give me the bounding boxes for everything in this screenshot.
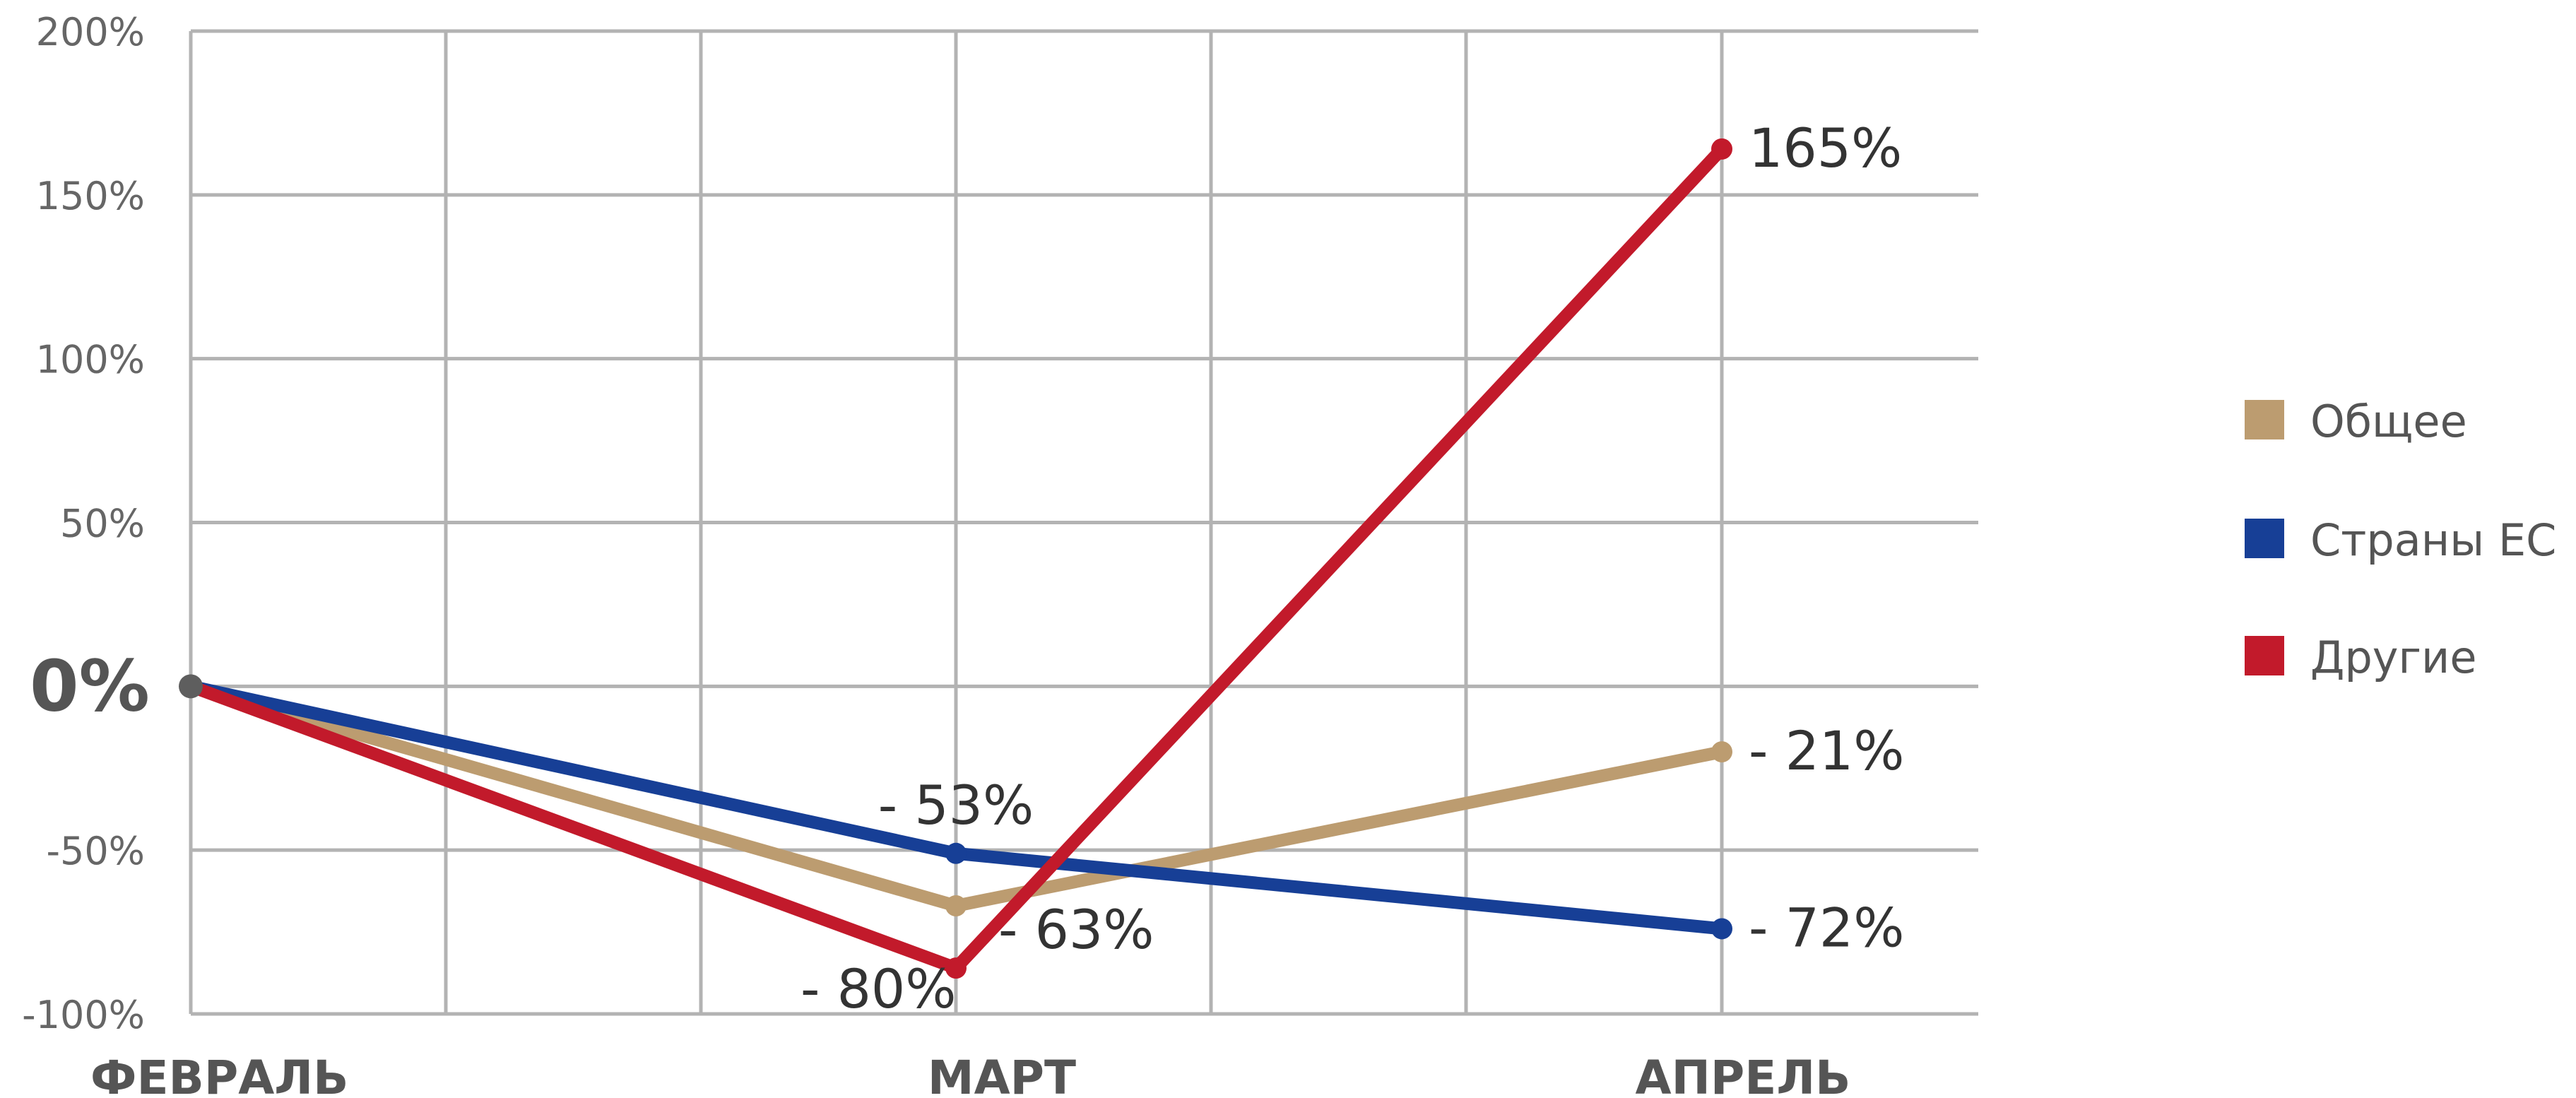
grid: [189, 29, 1978, 1016]
data-point: [1711, 918, 1732, 940]
legend-swatch: [2245, 400, 2284, 439]
y-tick-label: 50%: [60, 502, 145, 546]
x-tick-label: АПРЕЛЬ: [1636, 1051, 1851, 1098]
legend-swatch: [2245, 519, 2284, 558]
legend-swatch: [2245, 636, 2284, 675]
data-label: - 72%: [1749, 896, 1905, 959]
y-tick-label: -100%: [22, 993, 145, 1037]
data-labels: - 63% - 21% - 53% - 72% - 80% 165%: [800, 117, 1905, 1020]
data-point: [1711, 138, 1732, 160]
legend: Общее Страны ЕС Другие: [2245, 396, 2556, 683]
data-point: [945, 957, 967, 979]
legend-label: Общее: [2310, 396, 2467, 447]
data-label: 165%: [1749, 117, 1902, 179]
data-label: - 80%: [800, 957, 957, 1020]
data-point: [945, 895, 967, 916]
y-tick-label: 0%: [30, 644, 150, 727]
y-axis: 200% 150% 100% 50% 0% -50% -100%: [22, 10, 150, 1037]
series: [179, 138, 1732, 979]
origin-point: [179, 674, 203, 699]
y-tick-label: -50%: [46, 829, 145, 873]
y-tick-label: 150%: [36, 174, 145, 218]
y-tick-label: 100%: [36, 338, 145, 382]
legend-label: Страны ЕС: [2310, 514, 2556, 566]
data-point: [1711, 741, 1732, 763]
data-label: - 53%: [878, 774, 1034, 837]
data-label: - 21%: [1749, 719, 1905, 782]
legend-label: Другие: [2310, 632, 2477, 683]
y-tick-label: 200%: [36, 10, 145, 54]
data-label: - 63%: [998, 898, 1154, 961]
x-axis: ФЕВРАЛЬ МАРТ АПРЕЛЬ: [90, 1051, 1850, 1098]
x-tick-label: МАРТ: [928, 1051, 1076, 1098]
x-tick-label: ФЕВРАЛЬ: [90, 1051, 348, 1098]
data-point: [945, 842, 967, 864]
